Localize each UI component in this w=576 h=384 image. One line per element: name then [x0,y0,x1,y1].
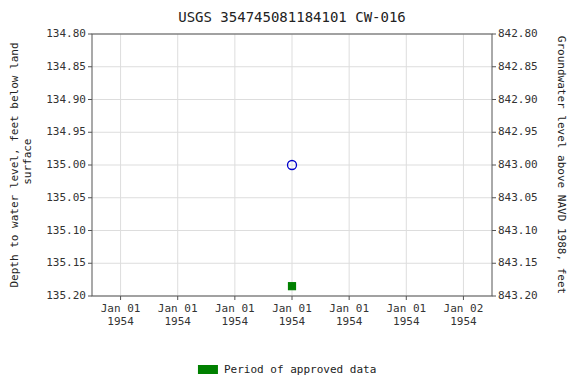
text-line: Jan 01 [215,302,255,315]
y-tick [88,34,92,35]
y-tick-label: 134.80 [46,27,86,40]
y2-tick-label: 842.80 [498,27,538,40]
grid-line-y [92,66,492,67]
y-tick [88,165,92,166]
y2-tick-label: 843.00 [498,158,538,171]
x-tick-label: Jan 011954 [158,302,198,328]
x-tick [349,296,350,300]
x-tick-label: Jan 011954 [272,302,312,328]
x-tick [234,296,235,300]
marks [288,161,297,290]
title: USGS 354745081184101 CW-016 [178,9,406,25]
grid-line-y [92,230,492,231]
y2-tick [492,296,496,297]
text-line: 1954 [336,315,363,328]
y2-tick-label: 843.15 [498,256,538,269]
y-tick [88,132,92,133]
y2-tick-label: 843.05 [498,191,538,204]
x-tick-label: Jan 011954 [101,302,141,328]
y-tick [88,99,92,100]
text-line: Depth to water level, feet below land [8,42,21,287]
x-tick [177,296,178,300]
y2-axis: 843.20 843.15 843.10 843.05 843.00 842.95 842.… [492,27,538,302]
y-tick [88,230,92,231]
text-line: Jan 01 [329,302,369,315]
y2-tick [492,132,496,133]
legend: Period of approved data [198,363,376,376]
y-tick-label: 134.95 [46,125,86,138]
y-tick [88,197,92,198]
grid-line-y [92,99,492,100]
y-axis: 134.80 134.85 134.90 134.95 135.00 135.05 135.… [46,27,92,302]
y2-tick [492,230,496,231]
y2-axis-label: Groundwater level above NAVD 1988, feet [555,36,568,294]
text-line: 1954 [164,315,191,328]
y-tick-label: 135.05 [46,191,86,204]
plot-frame [92,34,492,296]
y-tick-label: 135.15 [46,256,86,269]
grid-line-y [92,197,492,198]
text-line: 1954 [222,315,249,328]
grid-line-y [92,132,492,133]
chart-container: 134.80 134.85 134.90 134.95 135.00 135.05 135.… [0,0,576,384]
y2-tick-label: 843.10 [498,224,538,237]
grid [92,34,492,296]
y2-tick-label: 842.85 [498,60,538,73]
x-tick-label: Jan 011954 [386,302,426,328]
y-tick-label: 135.00 [46,158,86,171]
x-tick [292,296,293,300]
y2-tick [492,263,496,264]
grid-line-y [92,263,492,264]
y2-tick-label: 842.90 [498,93,538,106]
y-axis-label: Depth to water level, feet below land su… [8,42,34,287]
grid-line-y [92,165,492,166]
y-tick [88,296,92,297]
text-line: Jan 01 [158,302,198,315]
text-line: 1954 [393,315,420,328]
x-axis: Jan 011954Jan 011954Jan 011954Jan 011954… [101,296,484,328]
text-line: Jan 01 [272,302,312,315]
y2-tick [492,66,496,67]
y2-tick [492,197,496,198]
y-tick [88,66,92,67]
text-line: Jan 01 [101,302,141,315]
legend-label: Period of approved data [224,363,376,376]
point-circle [288,161,297,170]
x-tick-label: Jan 011954 [215,302,255,328]
x-tick-label: Jan 021954 [444,302,484,328]
point-square [289,283,296,290]
x-tick [120,296,121,300]
series [288,161,297,170]
x-tick [406,296,407,300]
y2-tick [492,165,496,166]
x-tick [463,296,464,300]
text-line: 1954 [450,315,477,328]
text-line: 1954 [279,315,306,328]
text-line: Jan 01 [386,302,426,315]
text-line: 1954 [107,315,134,328]
text-line: surface [21,139,34,192]
x-tick-label: Jan 011954 [329,302,369,328]
y-tick-label: 135.10 [46,224,86,237]
series [289,283,296,290]
y-tick-label: 134.90 [46,93,86,106]
y-tick-label: 134.85 [46,60,86,73]
text-line: Jan 02 [444,302,484,315]
y2-tick-label: 843.20 [498,289,538,302]
legend-swatch [198,365,218,374]
chart-svg: 134.80 134.85 134.90 134.95 135.00 135.05 135.… [0,0,576,384]
y-tick-label: 135.20 [46,289,86,302]
y2-tick [492,34,496,35]
background [0,0,576,384]
y2-tick [492,99,496,100]
y-tick [88,263,92,264]
y2-tick-label: 842.95 [498,125,538,138]
